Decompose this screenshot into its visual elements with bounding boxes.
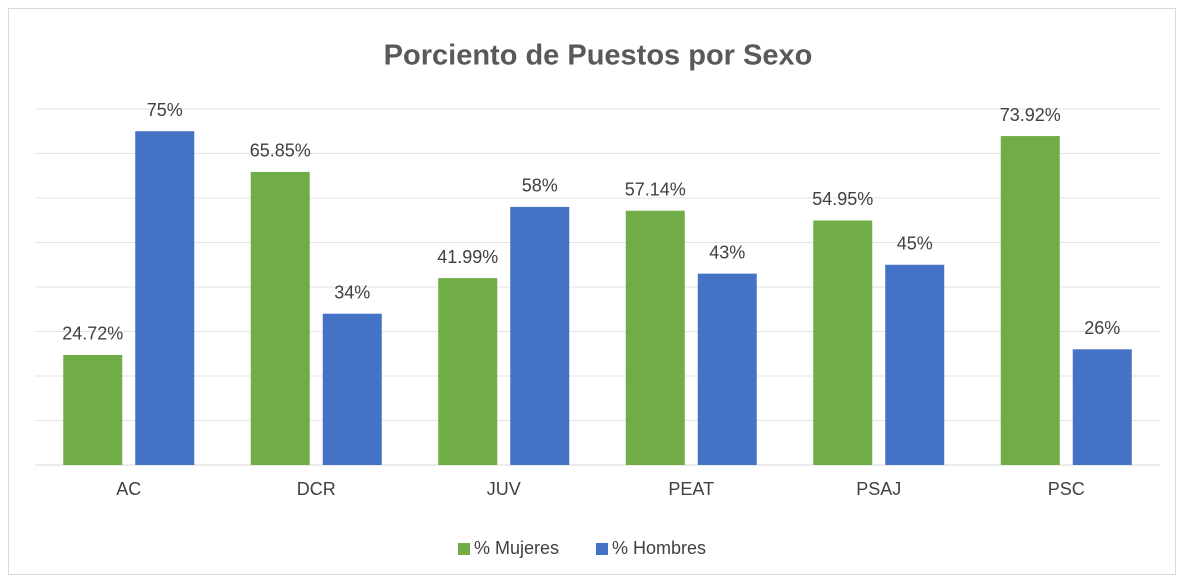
bar — [250, 171, 310, 465]
x-tick-label: JUV — [487, 479, 521, 499]
data-label: 65.85% — [250, 141, 311, 161]
x-tick-label: DCR — [297, 479, 336, 499]
bar — [625, 210, 685, 465]
data-label: 24.72% — [62, 324, 123, 344]
data-label: 45% — [897, 234, 933, 254]
bar — [510, 206, 570, 465]
x-tick-label: AC — [116, 479, 141, 499]
bar — [1072, 349, 1132, 465]
data-label: 26% — [1084, 318, 1120, 338]
chart-frame — [8, 8, 1176, 575]
legend-swatch — [596, 543, 608, 555]
bar — [697, 273, 757, 465]
bar — [322, 313, 382, 465]
chart-title: Porciento de Puestos por Sexo — [384, 40, 813, 72]
legend-label: % Hombres — [612, 538, 706, 558]
data-label: 58% — [522, 176, 558, 196]
data-label: 34% — [334, 282, 370, 302]
data-label: 43% — [709, 242, 745, 262]
bar — [1000, 136, 1060, 465]
bar — [813, 220, 873, 465]
legend-swatch — [458, 543, 470, 555]
data-label: 73.92% — [1000, 105, 1061, 125]
bar — [885, 264, 945, 465]
bar — [438, 278, 498, 465]
x-tick-label: PSC — [1048, 479, 1085, 499]
x-tick-label: PSAJ — [856, 479, 901, 499]
x-tick-label: PEAT — [668, 479, 714, 499]
data-label: 75% — [147, 100, 183, 120]
data-label: 57.14% — [625, 179, 686, 199]
bar — [63, 354, 123, 465]
data-label: 41.99% — [437, 247, 498, 267]
bar — [135, 131, 195, 465]
data-label: 54.95% — [812, 189, 873, 209]
legend-label: % Mujeres — [474, 538, 559, 558]
